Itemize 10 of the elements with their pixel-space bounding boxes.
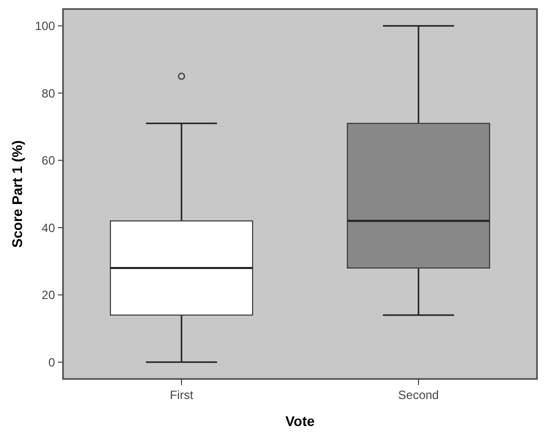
x-tick-label: Second bbox=[398, 388, 439, 402]
y-axis-title: Score Part 1 (%) bbox=[9, 140, 25, 248]
y-tick-label: 100 bbox=[34, 19, 56, 34]
y-tick-label: 80 bbox=[42, 86, 56, 100]
x-axis-title: Vote bbox=[285, 413, 315, 429]
y-tick-label: 0 bbox=[48, 355, 56, 370]
y-tick-label: 40 bbox=[42, 220, 56, 235]
y-tick-label: 20 bbox=[42, 288, 56, 302]
x-tick-label: First bbox=[170, 388, 194, 402]
y-tick-label: 60 bbox=[42, 154, 56, 168]
